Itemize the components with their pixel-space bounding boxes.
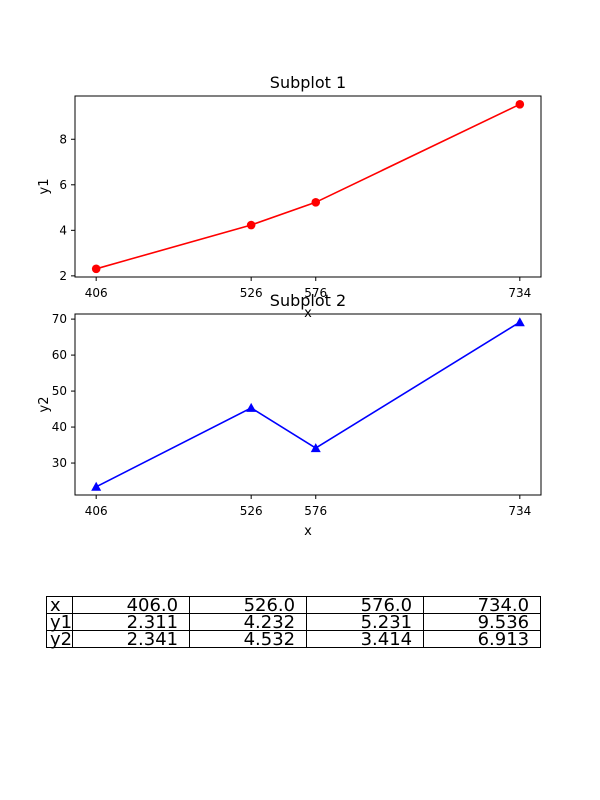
x-tick-label: 406: [85, 286, 108, 300]
x-axis-label: x: [304, 524, 312, 539]
chart-title: Subplot 1: [270, 73, 346, 92]
table-cell: 6.913: [423, 630, 542, 648]
data-point: [310, 443, 321, 453]
table-cell: 526.0: [189, 596, 308, 614]
plot-frame: [74, 313, 542, 496]
x-tick-label: 734: [508, 286, 531, 300]
x-tick-label: 576: [304, 504, 327, 518]
chart-title: Subplot 2: [270, 291, 346, 310]
data-point: [311, 198, 321, 207]
series-line: [95, 103, 521, 270]
y-tick-label: 6: [59, 178, 67, 192]
y-tick-label: 8: [59, 132, 67, 146]
table-cell: 4.232: [189, 613, 308, 631]
table-cell: 9.536: [423, 613, 542, 631]
data-point: [246, 402, 257, 412]
x-tick-label: 576: [304, 286, 327, 300]
y-tick-label: 50: [52, 384, 67, 398]
y-tick-label: 2: [59, 269, 67, 283]
table-row-y2: y2 2.341 4.532 3.414 6.913: [45, 630, 542, 648]
table-row-y1: y1 2.311 4.232 5.231 9.536: [45, 613, 542, 631]
data-point: [91, 481, 102, 491]
table-row-label: y1: [45, 613, 74, 631]
table-cell: 734.0: [423, 596, 542, 614]
y-tick-label: 30: [52, 456, 67, 470]
table-cell: 3.414: [306, 630, 425, 648]
table-cell: 2.341: [72, 630, 191, 648]
x-tick-label: 526: [240, 286, 263, 300]
plot-frame: [74, 95, 542, 278]
x-tick-label: 526: [240, 504, 263, 518]
y-tick-label: 40: [52, 420, 67, 434]
table-cell: 576.0: [306, 596, 425, 614]
table-cell: 4.532: [189, 630, 308, 648]
table-cell: 2.311: [72, 613, 191, 631]
data-table: x 406.0 526.0 576.0 734.0 y1 2.311 4.232…: [45, 596, 542, 648]
table-cell: 406.0: [72, 596, 191, 614]
series-line: [95, 321, 521, 488]
x-tick-label: 734: [508, 504, 531, 518]
table-row-label: y2: [45, 630, 74, 648]
data-point: [246, 220, 256, 230]
y-tick-label: 70: [52, 312, 67, 326]
table-row-label: x: [45, 596, 74, 614]
table-row-x: x 406.0 526.0 576.0 734.0: [45, 596, 542, 614]
y-axis-label: y2: [37, 397, 52, 413]
data-point: [515, 99, 525, 109]
subplot-2: Subplot 2 406 526 576 734 30 40 50 60 70 x y2: [37, 291, 542, 539]
data-point: [91, 264, 101, 274]
y-tick-label: 4: [59, 223, 67, 237]
x-tick-label: 406: [85, 504, 108, 518]
y-axis-label: y1: [37, 179, 52, 195]
data-point: [514, 317, 525, 327]
table-cell: 5.231: [306, 613, 425, 631]
y-tick-label: 60: [52, 348, 67, 362]
